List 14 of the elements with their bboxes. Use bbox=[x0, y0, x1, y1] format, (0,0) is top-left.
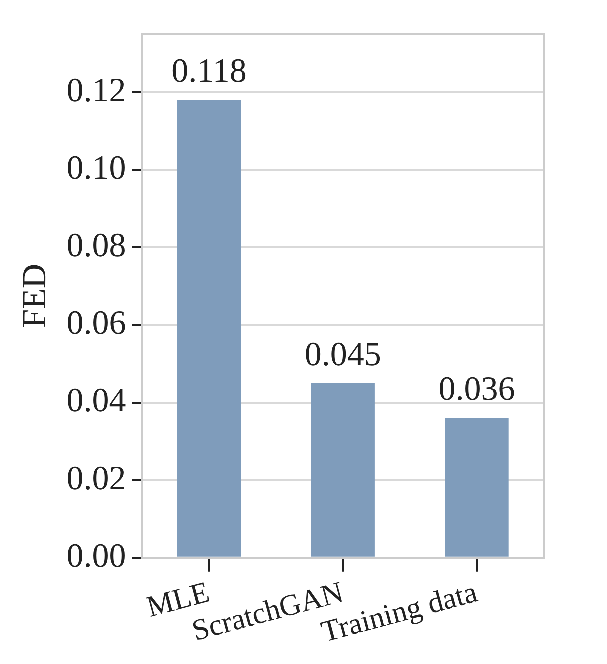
data-label: 0.118 bbox=[172, 53, 247, 90]
data-label: 0.045 bbox=[304, 336, 382, 374]
bar bbox=[445, 418, 509, 557]
y-tick-label: 0.00 bbox=[66, 538, 126, 575]
y-tick-label: 0.02 bbox=[66, 460, 126, 498]
y-tick-label: 0.04 bbox=[66, 382, 126, 420]
y-tick-label: 0.12 bbox=[66, 72, 126, 110]
bar bbox=[311, 383, 375, 557]
bar bbox=[177, 100, 242, 557]
y-tick-label: 0.10 bbox=[66, 150, 126, 188]
data-label: 0.036 bbox=[438, 371, 516, 408]
y-axis-title: FED bbox=[16, 264, 54, 328]
y-tick-label: 0.06 bbox=[66, 305, 126, 342]
y-tick-label: 0.08 bbox=[66, 228, 126, 265]
